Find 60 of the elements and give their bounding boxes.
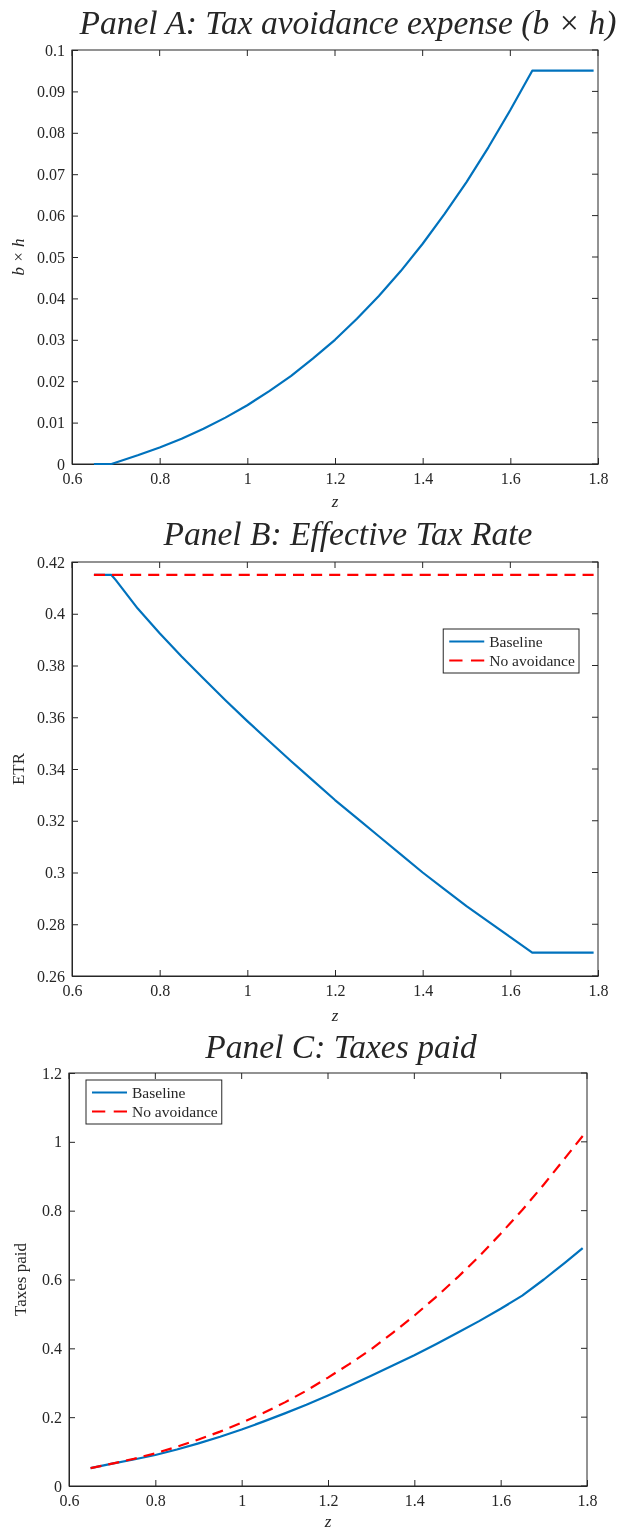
x-tick-label: 1.2	[325, 470, 346, 488]
legend-label: No avoidance	[132, 1102, 218, 1120]
x-tick-label: 1.6	[500, 470, 521, 488]
legend-label: Baseline	[132, 1083, 186, 1101]
line-series	[92, 69, 595, 466]
y-tick-label: 0.38	[37, 657, 65, 675]
y-tick-label: 0.07	[37, 165, 65, 183]
x-axis-title: z	[330, 492, 339, 511]
y-tick-label: 0.6	[42, 1271, 62, 1289]
x-tick-label: 1.8	[588, 470, 609, 488]
x-tick-label: 1.4	[413, 982, 434, 1000]
y-tick-label: 0.09	[37, 83, 65, 101]
x-tick-label: 0.8	[150, 982, 171, 1000]
x-tick-label: 1	[238, 1492, 247, 1510]
y-axis-title: Taxes paid	[11, 1242, 30, 1316]
y-tick-label: 0.26	[37, 967, 65, 985]
x-tick-label: 1.6	[500, 982, 521, 1000]
y-tick-label: 0.4	[42, 1339, 62, 1357]
x-tick-label: 0.8	[145, 1492, 166, 1510]
y-tick-label: 0.05	[37, 248, 65, 266]
y-tick-label: 0.32	[37, 812, 65, 830]
y-tick-label: 1	[54, 1133, 62, 1151]
x-axis-title: z	[330, 1006, 339, 1025]
y-tick-label: 0.3	[45, 864, 65, 882]
y-tick-label: 0.1	[45, 41, 65, 59]
y-tick-label: 0.42	[37, 553, 65, 571]
y-tick-label: 0.8	[42, 1202, 62, 1220]
y-tick-label: 0.36	[37, 708, 65, 726]
x-tick-label: 1.4	[413, 470, 434, 488]
y-tick-label: 1.2	[42, 1064, 62, 1082]
y-tick-label: 0.02	[37, 372, 65, 390]
x-tick-label: 1.2	[325, 982, 346, 1000]
x-tick-label: 1	[243, 982, 252, 1000]
x-tick-label: 1.6	[491, 1492, 512, 1510]
x-tick-label: 1.2	[318, 1492, 339, 1510]
chart-title: Panel B: Effective Tax Rate	[162, 515, 533, 552]
y-axis-title: b × h	[9, 238, 28, 276]
y-tick-label: 0.08	[37, 124, 65, 142]
y-tick-label: 0	[57, 455, 65, 473]
y-tick-label: 0	[54, 1477, 62, 1495]
chart-title: Panel C: Taxes paid	[204, 1028, 477, 1065]
y-tick-label: 0.2	[42, 1408, 62, 1426]
x-tick-label: 1.4	[404, 1492, 425, 1510]
x-tick-label: 1.8	[588, 982, 609, 1000]
x-axis-title: z	[323, 1512, 332, 1528]
x-tick-label: 0.8	[150, 470, 171, 488]
y-tick-label: 0.03	[37, 331, 65, 349]
line-series	[89, 1134, 584, 1470]
x-tick-label: 1	[243, 470, 252, 488]
y-tick-label: 0.34	[37, 760, 65, 778]
y-tick-label: 0.28	[37, 915, 65, 933]
legend-label: Baseline	[489, 632, 543, 650]
x-tick-label: 1.8	[577, 1492, 598, 1510]
y-tick-label: 0.04	[37, 290, 65, 308]
y-tick-label: 0.01	[37, 414, 65, 432]
y-tick-label: 0.06	[37, 207, 65, 225]
y-tick-label: 0.4	[45, 605, 65, 623]
y-axis-title: ETR	[9, 752, 28, 786]
legend-label: No avoidance	[489, 651, 575, 669]
chart-title: Panel A: Tax avoidance expense (b × h)	[78, 4, 617, 42]
